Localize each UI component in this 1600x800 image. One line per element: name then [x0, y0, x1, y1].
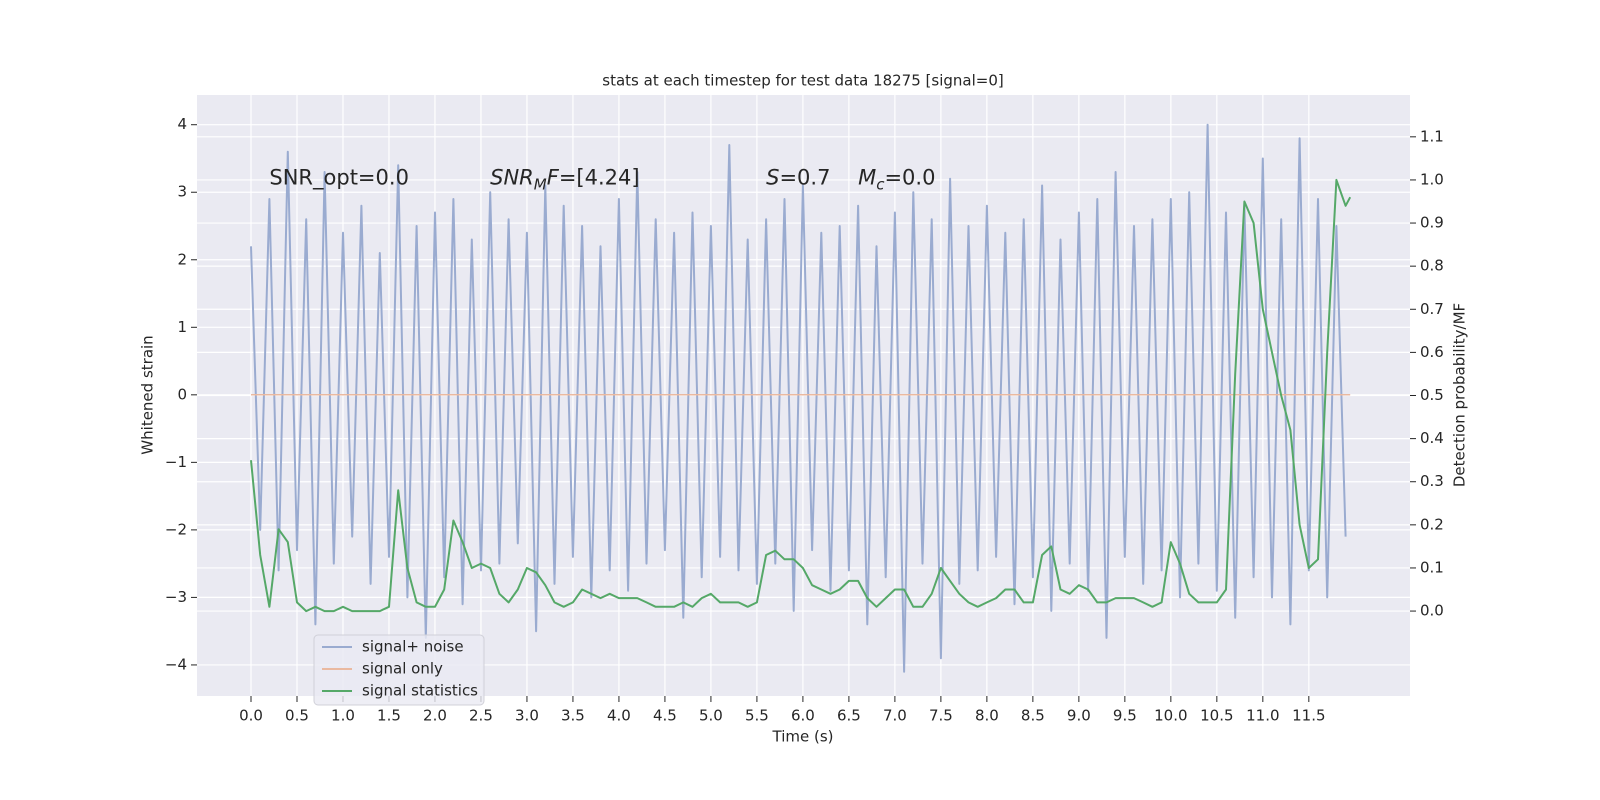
annotation-part: =[4.24] — [559, 166, 640, 190]
x-tick-label: 10.0 — [1154, 707, 1187, 725]
x-tick-label: 8.5 — [1021, 707, 1045, 725]
x-tick-label: 2.0 — [423, 707, 447, 725]
annotation-part: =0.7 — [779, 166, 830, 190]
x-tick-label: 7.5 — [929, 707, 953, 725]
annotation-part: SNR_opt=0.0 — [269, 166, 409, 191]
x-tick-label: 11.5 — [1292, 707, 1325, 725]
x-tick-label: 10.5 — [1200, 707, 1233, 725]
y2-tick-label: 0.1 — [1420, 558, 1444, 576]
annotation: S=0.7 — [766, 166, 830, 190]
x-tick-label: 7.0 — [883, 707, 907, 725]
x-tick-label: 3.0 — [515, 707, 539, 725]
x-tick-label: 9.5 — [1113, 707, 1137, 725]
annotation-part: S — [766, 166, 779, 190]
y2-tick-label: 0.6 — [1420, 343, 1444, 361]
x-tick-label: 1.5 — [377, 707, 401, 725]
x-tick-label: 0.0 — [239, 707, 263, 725]
y2-tick-label: 1.1 — [1420, 127, 1444, 145]
y2-axis-label: Detection probability/MF — [1451, 303, 1469, 487]
annotation-part: c — [876, 175, 885, 193]
x-tick-label: 11.0 — [1246, 707, 1279, 725]
annotation: Mc=0.0 — [858, 166, 935, 194]
x-tick-label: 0.5 — [285, 707, 309, 725]
y-tick-label: 1 — [177, 318, 187, 336]
y-tick-label: 0 — [177, 385, 187, 403]
y2-tick-label: 0.2 — [1420, 515, 1444, 533]
y2-tick-label: 1.0 — [1420, 170, 1444, 188]
legend-label: signal statistics — [362, 682, 478, 700]
annotation-part: M — [534, 175, 547, 193]
x-tick-label: 4.5 — [653, 707, 677, 725]
annotation-part: SNR — [490, 166, 534, 190]
legend-label: signal+ noise — [362, 638, 464, 656]
y-tick-label: −2 — [165, 520, 187, 538]
y2-tick-label: 0.4 — [1420, 429, 1444, 447]
annotation-part: M — [858, 166, 876, 190]
x-tick-label: 4.0 — [607, 707, 631, 725]
x-tick-label: 5.5 — [745, 707, 769, 725]
x-axis-label: Time (s) — [772, 728, 834, 746]
y-tick-label: −4 — [165, 655, 187, 673]
series-line — [250, 123, 1347, 673]
legend-box — [313, 634, 485, 706]
y-tick-label: 2 — [177, 250, 187, 268]
x-tick-label: 2.5 — [469, 707, 493, 725]
x-tick-label: 8.0 — [975, 707, 999, 725]
x-tick-label: 1.0 — [331, 707, 355, 725]
y-axis-label: Whitened strain — [139, 335, 157, 454]
y-tick-label: −1 — [165, 453, 187, 471]
y2-tick-label: 0.9 — [1420, 214, 1444, 232]
legend-label: signal only — [362, 660, 443, 678]
y2-tick-label: 0.5 — [1420, 386, 1444, 404]
y2-tick-label: 0.7 — [1420, 300, 1444, 318]
y2-tick-label: 0.0 — [1420, 602, 1444, 620]
y2-tick-label: 0.8 — [1420, 257, 1444, 275]
x-tick-label: 9.0 — [1067, 707, 1091, 725]
y-tick-label: 3 — [177, 183, 187, 201]
series-line — [250, 178, 1352, 613]
annotation: SNR_opt=0.0 — [269, 166, 409, 191]
x-tick-label: 5.0 — [699, 707, 723, 725]
x-tick-label: 3.5 — [561, 707, 585, 725]
annotation: SNRMF=[4.24] — [490, 166, 639, 194]
y-tick-label: −3 — [165, 588, 187, 606]
y2-tick-label: 0.3 — [1420, 472, 1444, 490]
annotation-part: =0.0 — [884, 166, 935, 190]
x-tick-label: 6.0 — [791, 707, 815, 725]
x-tick-label: 6.5 — [837, 707, 861, 725]
y-tick-label: 4 — [177, 115, 187, 133]
chart-title: stats at each timestep for test data 182… — [602, 72, 1003, 90]
annotation-part: F — [547, 166, 560, 190]
